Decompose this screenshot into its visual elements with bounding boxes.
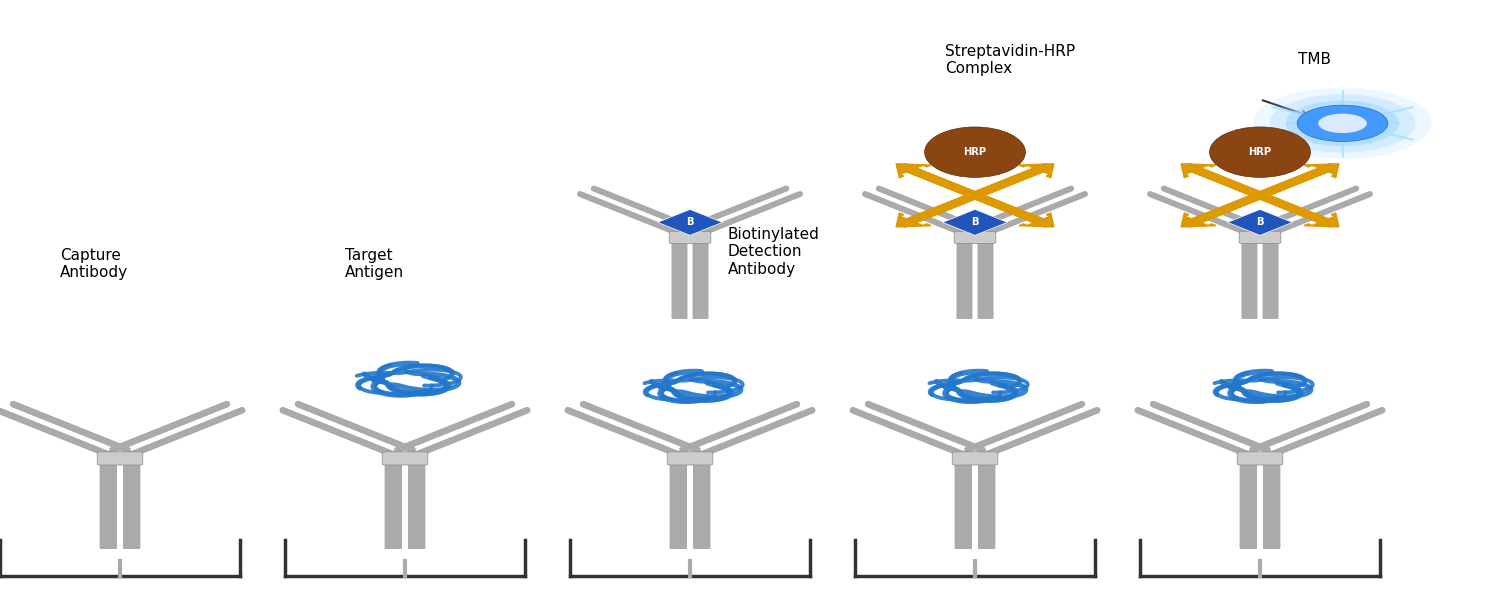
FancyBboxPatch shape: [1239, 463, 1257, 549]
FancyArrow shape: [1180, 164, 1216, 178]
Text: Streptavidin-HRP
Complex: Streptavidin-HRP Complex: [945, 44, 1076, 76]
FancyArrow shape: [1304, 213, 1340, 227]
FancyBboxPatch shape: [408, 463, 426, 549]
FancyBboxPatch shape: [669, 463, 687, 549]
FancyBboxPatch shape: [1238, 452, 1282, 465]
FancyBboxPatch shape: [954, 463, 972, 549]
FancyBboxPatch shape: [1263, 463, 1281, 549]
Polygon shape: [1227, 209, 1293, 235]
FancyBboxPatch shape: [123, 463, 141, 549]
Ellipse shape: [1209, 127, 1311, 178]
Text: HRP: HRP: [963, 147, 987, 157]
FancyBboxPatch shape: [952, 452, 998, 465]
FancyArrow shape: [896, 213, 932, 227]
Text: TMB: TMB: [1298, 52, 1330, 67]
FancyArrow shape: [1180, 213, 1216, 227]
FancyBboxPatch shape: [1242, 242, 1257, 319]
Text: B: B: [686, 217, 693, 227]
FancyBboxPatch shape: [384, 463, 402, 549]
Ellipse shape: [924, 127, 1026, 178]
Text: B: B: [972, 217, 978, 227]
Text: Biotinylated
Detection
Antibody: Biotinylated Detection Antibody: [728, 227, 819, 277]
FancyBboxPatch shape: [98, 452, 142, 465]
FancyBboxPatch shape: [382, 452, 427, 465]
FancyArrow shape: [1304, 164, 1340, 178]
FancyBboxPatch shape: [668, 452, 712, 465]
Polygon shape: [657, 209, 723, 235]
FancyBboxPatch shape: [1263, 242, 1278, 319]
FancyBboxPatch shape: [693, 463, 711, 549]
Text: B: B: [1257, 217, 1263, 227]
Text: Target
Antigen: Target Antigen: [345, 248, 404, 280]
FancyArrow shape: [1019, 164, 1054, 178]
Circle shape: [1269, 94, 1416, 152]
Text: HRP: HRP: [1248, 147, 1272, 157]
FancyArrow shape: [1019, 213, 1054, 227]
FancyBboxPatch shape: [957, 242, 972, 319]
Circle shape: [1318, 113, 1366, 133]
FancyBboxPatch shape: [1239, 231, 1281, 244]
Circle shape: [1254, 88, 1431, 159]
FancyBboxPatch shape: [954, 231, 996, 244]
FancyBboxPatch shape: [693, 242, 708, 319]
Circle shape: [1298, 105, 1388, 142]
Circle shape: [1286, 101, 1400, 146]
FancyBboxPatch shape: [99, 463, 117, 549]
FancyArrow shape: [896, 164, 932, 178]
FancyBboxPatch shape: [669, 231, 711, 244]
Text: Capture
Antibody: Capture Antibody: [60, 248, 128, 280]
FancyBboxPatch shape: [672, 242, 687, 319]
Polygon shape: [942, 209, 1008, 235]
FancyBboxPatch shape: [978, 242, 993, 319]
FancyBboxPatch shape: [978, 463, 996, 549]
